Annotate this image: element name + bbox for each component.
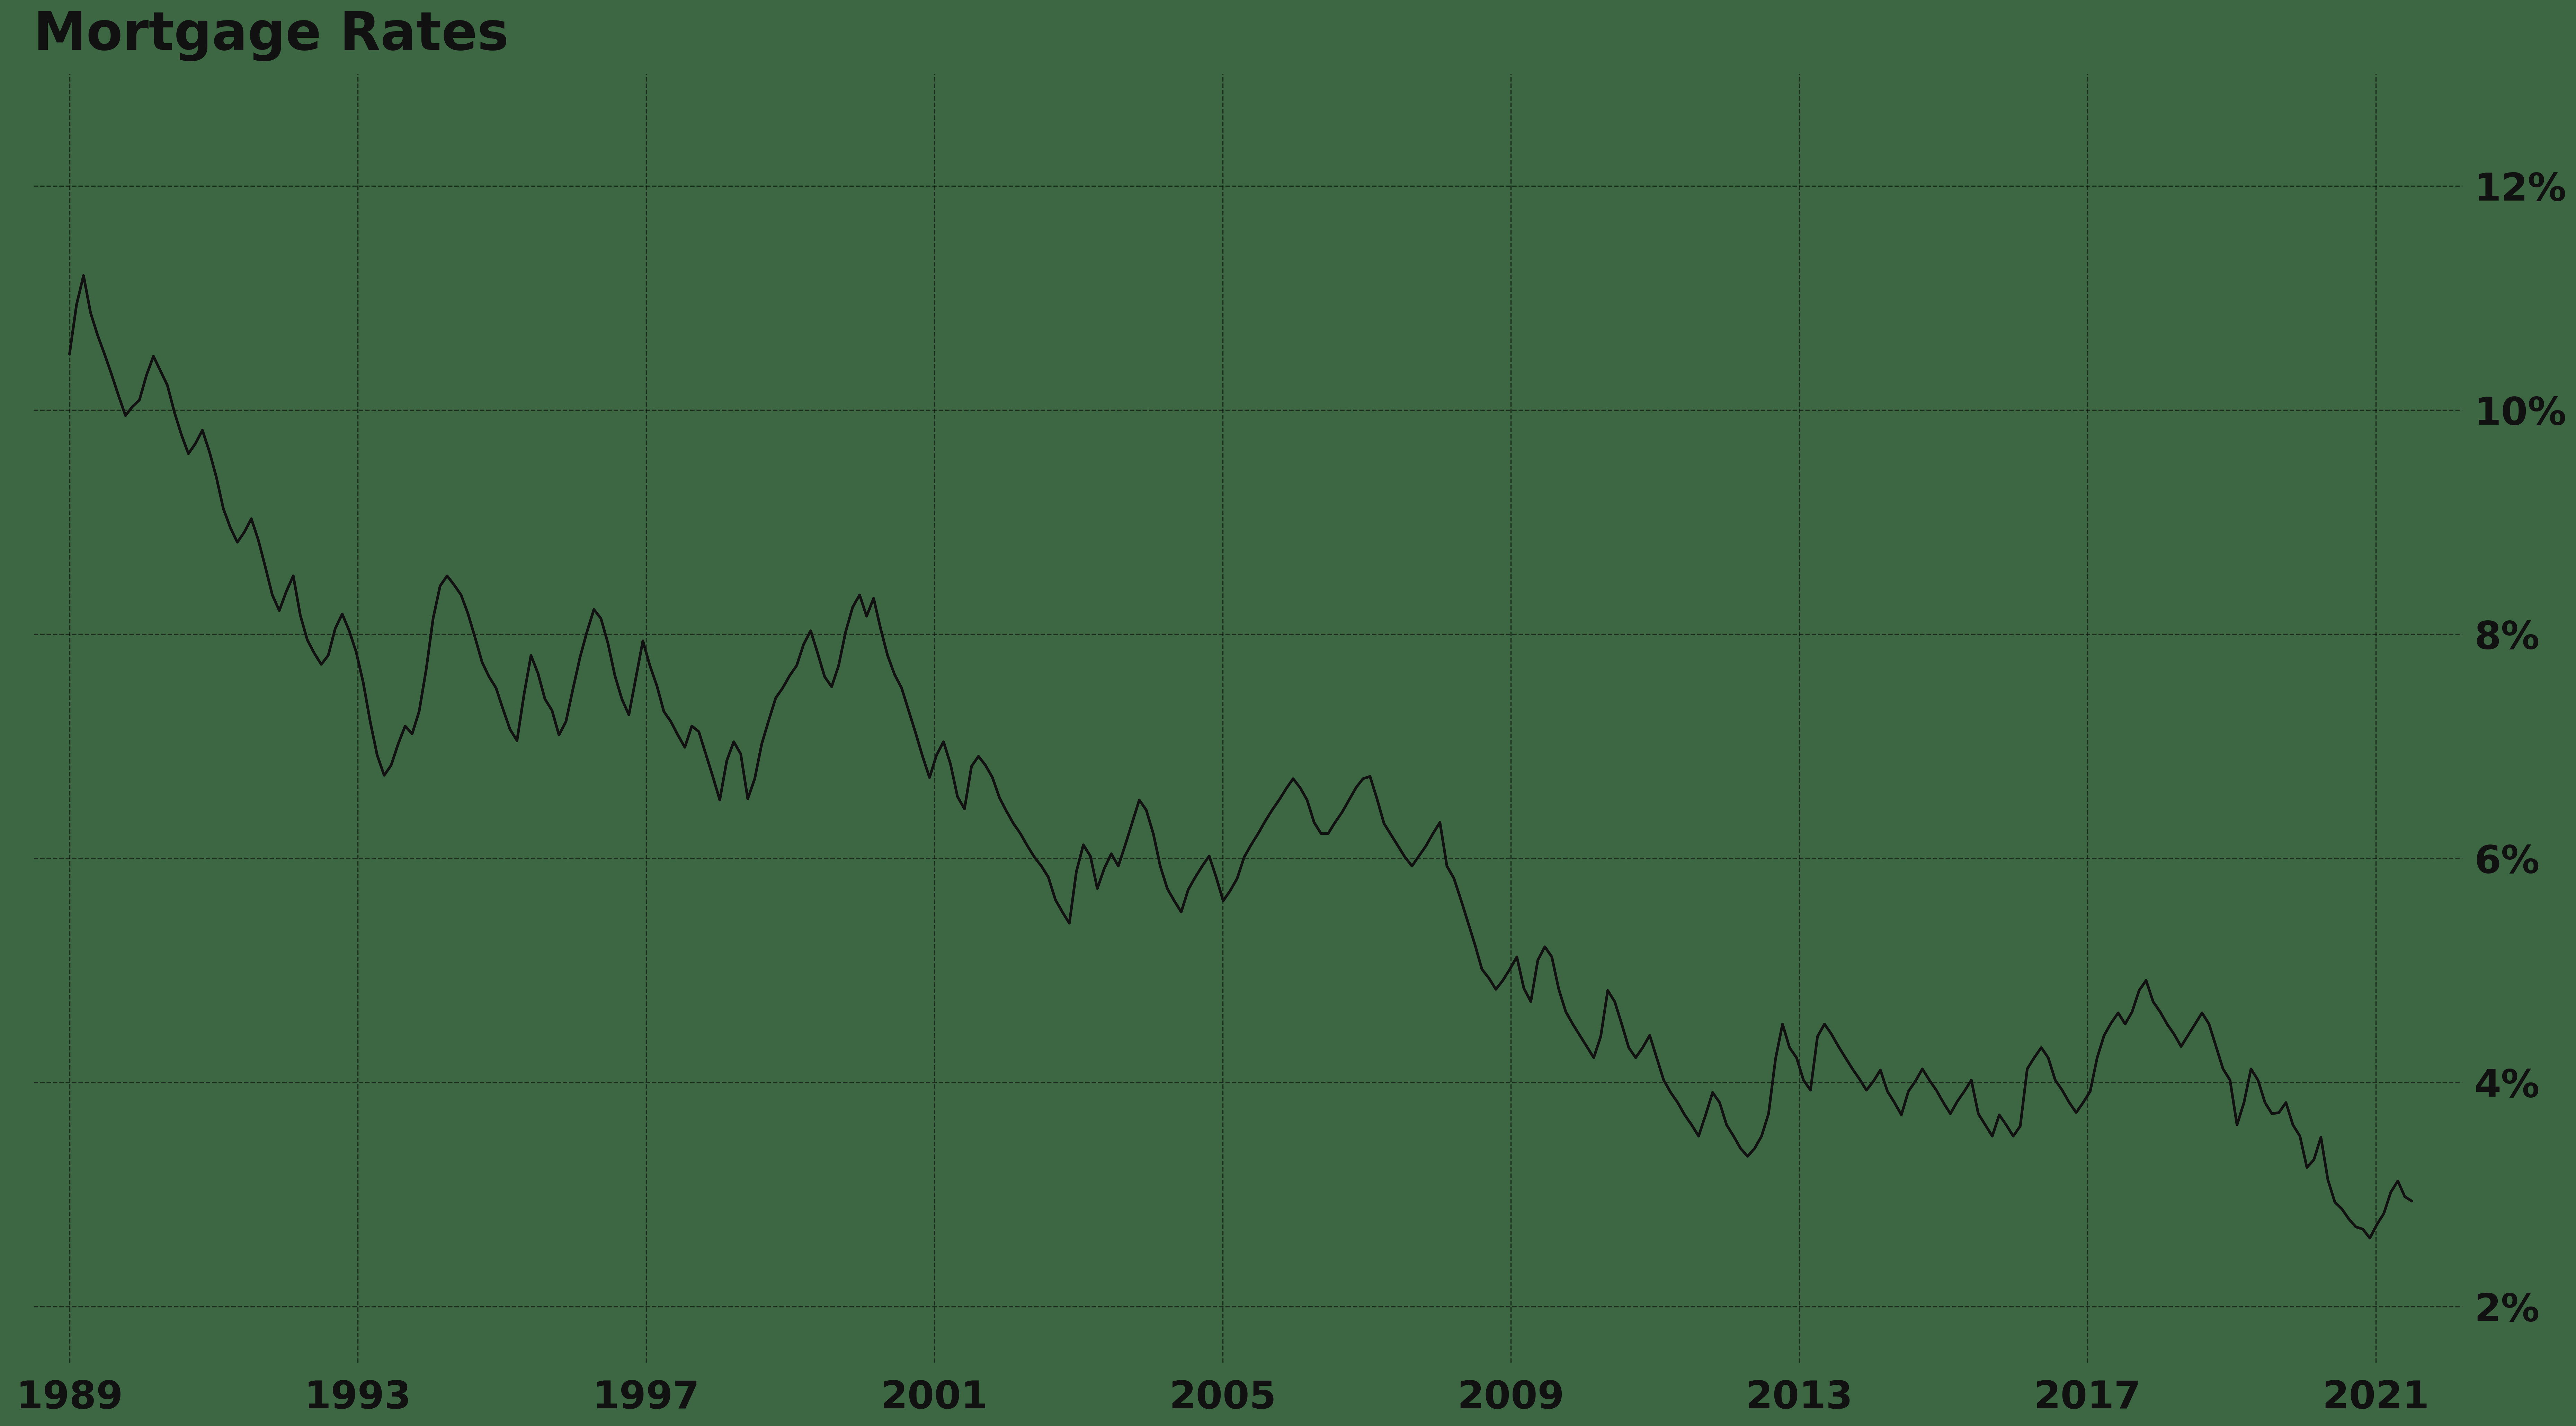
Text: Mortgage Rates: Mortgage Rates: [33, 10, 507, 61]
